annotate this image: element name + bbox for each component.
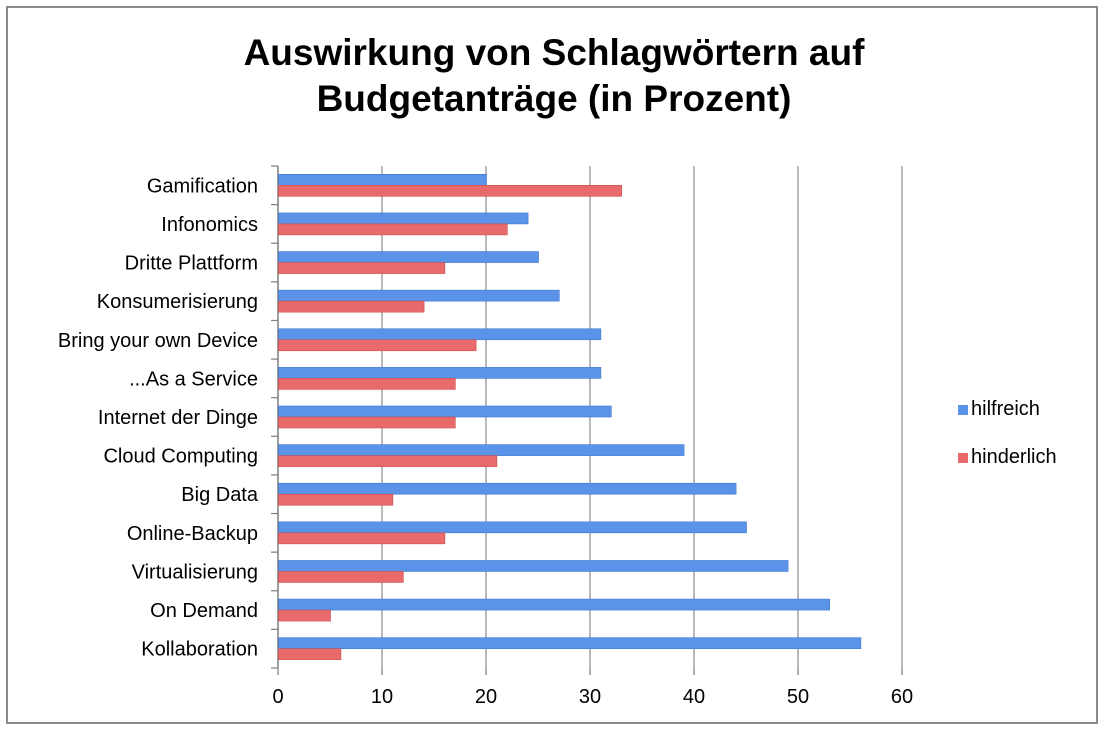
bar-hinderlich-9 (278, 532, 446, 545)
category-label: Internet der Dinge (98, 407, 258, 429)
bar-hilfreich-8 (278, 482, 737, 495)
chart-title: Auswirkung von Schlagwörtern auf Budgeta… (0, 30, 1108, 122)
x-tick-label-50: 50 (787, 686, 809, 708)
category-label: Bring your own Device (58, 330, 258, 352)
category-label: ...As a Service (129, 368, 258, 390)
bar-hilfreich-3 (278, 289, 560, 302)
x-tick-label-40: 40 (683, 686, 705, 708)
legend-swatch-hilfreich (958, 405, 968, 415)
chart-title-line-2: Budgetanträge (in Prozent) (316, 78, 792, 119)
bar-hilfreich-11 (278, 598, 831, 611)
x-tick-label-60: 60 (891, 686, 913, 708)
bar-hinderlich-2 (278, 262, 446, 274)
bar-hilfreich-0 (278, 174, 487, 186)
category-label: On Demand (150, 600, 258, 622)
bar-hilfreich-2 (278, 251, 539, 263)
bar-hinderlich-12 (278, 648, 342, 660)
category-label: Big Data (181, 484, 259, 506)
x-tick-label-0: 0 (272, 686, 283, 708)
bar-hinderlich-4 (278, 339, 477, 352)
bar-hilfreich-5 (278, 367, 602, 379)
bar-hilfreich-4 (278, 328, 602, 341)
category-label: Konsumerisierung (97, 291, 258, 313)
x-tick-label-10: 10 (371, 686, 393, 708)
chart-title-line-1: Auswirkung von Schlagwörtern auf (243, 32, 865, 73)
bar-hilfreich-7 (278, 444, 685, 456)
legend-swatch-hinderlich (958, 453, 968, 463)
category-label: Kollaboration (141, 639, 258, 661)
bar-hilfreich-1 (278, 212, 529, 225)
bar-hinderlich-7 (278, 455, 498, 467)
x-tick-label-20: 20 (475, 686, 497, 708)
bar-hinderlich-1 (278, 223, 508, 236)
category-label: Gamification (147, 175, 258, 197)
bar-hinderlich-5 (278, 378, 456, 390)
category-label: Virtualisierung (132, 561, 258, 583)
legend-label-hilfreich: hilfreich (971, 398, 1040, 420)
bar-hinderlich-10 (278, 571, 404, 583)
category-label: Cloud Computing (103, 446, 258, 468)
bar-hilfreich-9 (278, 521, 747, 534)
bar-hinderlich-6 (278, 416, 456, 429)
bar-hinderlich-11 (278, 609, 331, 622)
bar-hilfreich-12 (278, 637, 862, 649)
x-tick-label-30: 30 (579, 686, 601, 708)
category-label: Infonomics (161, 214, 258, 236)
bar-hinderlich-0 (278, 185, 623, 197)
bar-hilfreich-6 (278, 405, 612, 418)
bar-hinderlich-3 (278, 300, 425, 313)
category-label: Dritte Plattform (125, 253, 258, 275)
bar-hilfreich-10 (278, 560, 789, 572)
bar-hinderlich-8 (278, 493, 394, 506)
legend-label-hinderlich: hinderlich (971, 446, 1057, 468)
category-label: Online-Backup (127, 523, 258, 545)
